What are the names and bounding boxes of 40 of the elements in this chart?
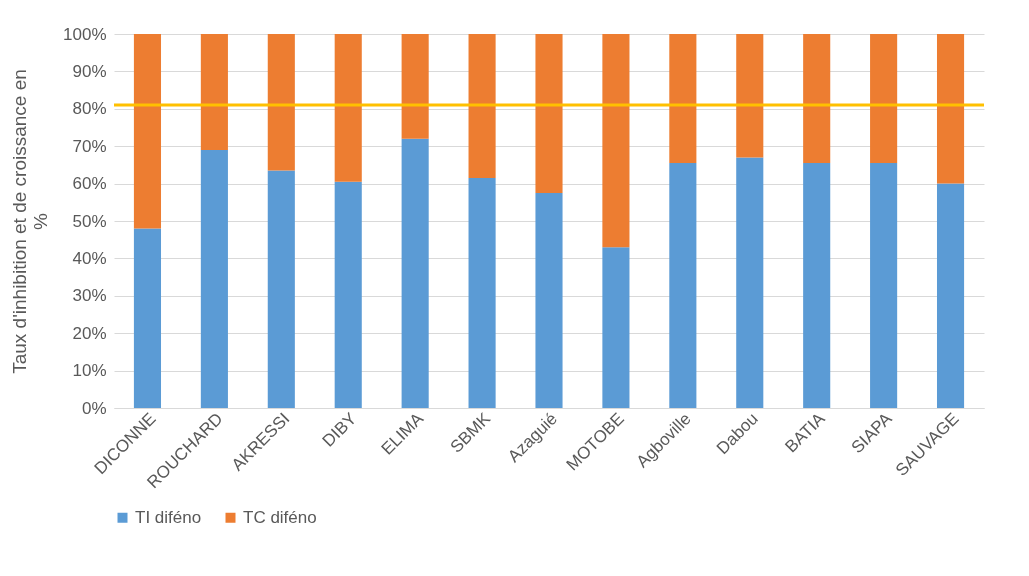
bar bbox=[468, 34, 496, 178]
bar bbox=[870, 163, 898, 408]
bar bbox=[602, 34, 630, 248]
bar bbox=[936, 34, 965, 184]
bar bbox=[200, 34, 228, 150]
bar bbox=[133, 228, 162, 408]
bar bbox=[535, 192, 563, 408]
bar bbox=[334, 181, 362, 408]
bar bbox=[669, 34, 697, 164]
bar bbox=[936, 183, 965, 408]
y-axis-title: Taux d'inhibition et de croissance en % bbox=[9, 69, 52, 374]
bar bbox=[803, 163, 831, 408]
bar bbox=[803, 34, 831, 164]
bar bbox=[602, 247, 630, 408]
y-tick-label: 80% bbox=[72, 99, 107, 119]
y-tick-label: 30% bbox=[72, 286, 107, 306]
bar bbox=[267, 170, 295, 408]
bar bbox=[870, 34, 898, 164]
y-tick-label: 90% bbox=[72, 61, 107, 81]
bar bbox=[669, 163, 697, 408]
y-tick-label: 70% bbox=[72, 136, 107, 156]
bar bbox=[736, 157, 764, 408]
legend-label: TC diféno bbox=[243, 507, 317, 527]
y-tick-label: 60% bbox=[72, 174, 107, 194]
bar bbox=[401, 138, 429, 408]
y-tick-label: 20% bbox=[72, 323, 107, 343]
legend-label: TI diféno bbox=[135, 507, 202, 527]
bar bbox=[334, 34, 362, 182]
bar bbox=[200, 149, 228, 408]
bar bbox=[468, 177, 496, 408]
y-tick-label: 40% bbox=[72, 248, 107, 268]
y-tick-label: 100% bbox=[63, 24, 107, 44]
bar bbox=[535, 34, 563, 193]
y-tick-label: 0% bbox=[81, 398, 107, 418]
bar bbox=[267, 34, 295, 171]
bar bbox=[401, 34, 429, 139]
bar bbox=[133, 34, 162, 229]
y-tick-label: 50% bbox=[72, 211, 107, 231]
bar bbox=[736, 34, 764, 158]
y-tick-label: 10% bbox=[72, 361, 107, 381]
